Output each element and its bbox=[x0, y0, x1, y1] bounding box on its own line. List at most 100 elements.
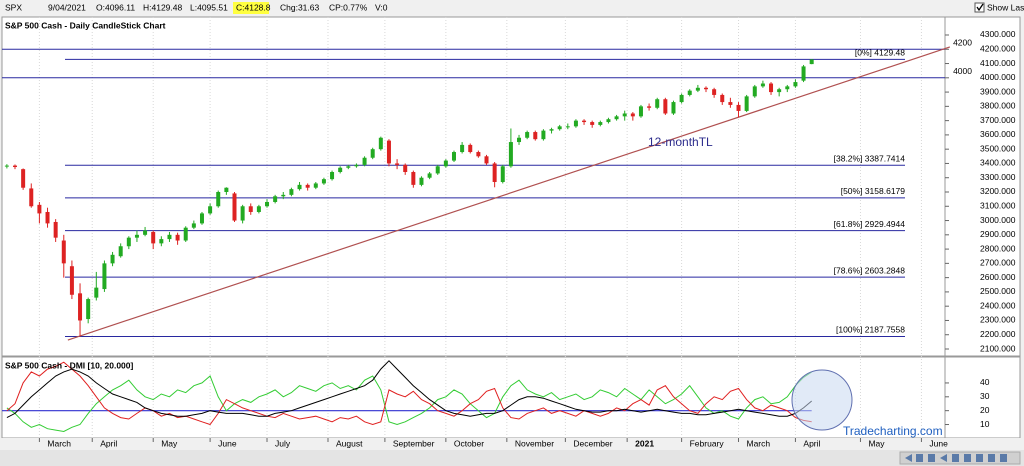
candle-body bbox=[582, 120, 587, 123]
low: L:4095.51 bbox=[190, 2, 228, 12]
y-tick-label: 3100.000 bbox=[980, 201, 1016, 211]
candle-body bbox=[265, 201, 270, 207]
candle-body bbox=[443, 160, 448, 167]
candle-body bbox=[37, 204, 42, 214]
y-tick-label: 4000.000 bbox=[980, 72, 1016, 82]
candle-body bbox=[557, 126, 562, 130]
candle-body bbox=[419, 177, 424, 185]
candle-body bbox=[21, 169, 26, 188]
fib-label: [50%] 3158.6179 bbox=[841, 186, 906, 196]
candle-body bbox=[29, 188, 34, 207]
fib-label: [100%] 2187.7558 bbox=[836, 325, 905, 335]
price-panel bbox=[1, 16, 1021, 357]
trendline-label: 12-monthTL bbox=[648, 135, 713, 149]
candle-body bbox=[687, 90, 692, 95]
candle-body bbox=[273, 196, 278, 202]
fib-label: [38.2%] 3387.7414 bbox=[834, 153, 906, 163]
show-last-checkbox[interactable] bbox=[974, 2, 985, 13]
candle-body bbox=[240, 206, 245, 221]
x-tick-label: June bbox=[218, 438, 237, 448]
candle-body bbox=[354, 164, 359, 167]
candle-body bbox=[53, 221, 58, 238]
x-tick-label: November bbox=[515, 438, 554, 448]
candle-body bbox=[793, 82, 798, 87]
fib-label: [0%] 4129.48 bbox=[855, 48, 905, 58]
x-tick-label: March bbox=[47, 438, 71, 448]
candle-body bbox=[638, 106, 643, 117]
trendline bbox=[67, 46, 951, 341]
candle-body bbox=[78, 293, 83, 321]
candle-body bbox=[508, 142, 513, 167]
candle-body bbox=[468, 144, 473, 153]
candle-body bbox=[541, 130, 546, 140]
candle-body bbox=[403, 164, 408, 173]
candle-body bbox=[460, 144, 465, 153]
x-tick-label: July bbox=[275, 438, 291, 448]
y-tick-label: 2900.000 bbox=[980, 229, 1016, 239]
fib-label: [78.6%] 2603.2848 bbox=[834, 265, 906, 275]
candle-body bbox=[256, 206, 261, 212]
candle-body bbox=[281, 194, 286, 197]
watermark: Tradecharting.com bbox=[843, 424, 943, 438]
candle-body bbox=[622, 113, 627, 117]
candle-body bbox=[395, 163, 400, 165]
candle-body bbox=[370, 149, 375, 158]
open: O:4096.11 bbox=[96, 2, 135, 12]
candle-body bbox=[647, 106, 652, 108]
candle-body bbox=[13, 165, 18, 168]
high: H:4129.48 bbox=[143, 2, 182, 12]
candle-body bbox=[199, 213, 204, 224]
candle-body bbox=[216, 191, 221, 207]
dmi-line bbox=[6, 361, 812, 426]
candle-body bbox=[305, 184, 310, 188]
candle-body bbox=[720, 94, 725, 103]
candle-body bbox=[126, 237, 131, 247]
candle-body bbox=[525, 132, 530, 138]
symbol: SPX bbox=[5, 2, 22, 12]
highlight-circle bbox=[791, 369, 853, 431]
candle-body bbox=[695, 87, 700, 91]
candle-body bbox=[451, 152, 456, 161]
candle-body bbox=[679, 94, 684, 103]
y-tick-label: 2500.000 bbox=[980, 286, 1016, 296]
y-tick-label: 3500.000 bbox=[980, 143, 1016, 153]
candle-body bbox=[167, 234, 172, 240]
candle-body bbox=[321, 179, 326, 184]
show-last-label[interactable]: Show Last bbox=[987, 2, 1024, 12]
y-tick-label: 10 bbox=[980, 419, 990, 429]
x-tick-label: May bbox=[868, 438, 885, 448]
fib-label: [61.8%] 2929.4944 bbox=[834, 219, 906, 229]
candle-body bbox=[86, 299, 91, 320]
horizontal-line-label: 4200 bbox=[953, 38, 972, 48]
horizontal-line-label: 4000 bbox=[953, 66, 972, 76]
close: C:4128.8 bbox=[236, 2, 271, 12]
candle-body bbox=[614, 116, 619, 120]
change-pct: CP:0.77% bbox=[329, 2, 368, 12]
candle-body bbox=[435, 166, 440, 174]
y-tick-label: 3700.000 bbox=[980, 115, 1016, 125]
candle-body bbox=[297, 184, 302, 190]
candle-body bbox=[533, 132, 538, 140]
y-tick-label: 2800.000 bbox=[980, 243, 1016, 253]
candle-body bbox=[500, 166, 505, 183]
candle-body bbox=[362, 157, 367, 165]
candle-body bbox=[134, 234, 139, 238]
y-tick-label: 4200.000 bbox=[980, 44, 1016, 54]
candle-body bbox=[712, 89, 717, 95]
candle-body bbox=[728, 102, 733, 105]
candle-body bbox=[378, 137, 383, 150]
candle-body bbox=[69, 266, 74, 295]
candle-body bbox=[232, 193, 237, 221]
time-axis bbox=[0, 438, 1024, 450]
scrollbar[interactable] bbox=[0, 450, 1024, 466]
y-tick-label: 4300.000 bbox=[980, 29, 1016, 39]
candle-body bbox=[801, 66, 806, 81]
y-tick-label: 40 bbox=[980, 377, 990, 387]
candle-body bbox=[191, 223, 196, 228]
toolbar-icons bbox=[905, 454, 1007, 462]
candle-body bbox=[45, 211, 50, 224]
dmi-line bbox=[6, 360, 813, 419]
x-tick-label: 2021 bbox=[635, 438, 654, 448]
candle-body bbox=[289, 189, 294, 195]
x-tick-label: May bbox=[161, 438, 178, 448]
